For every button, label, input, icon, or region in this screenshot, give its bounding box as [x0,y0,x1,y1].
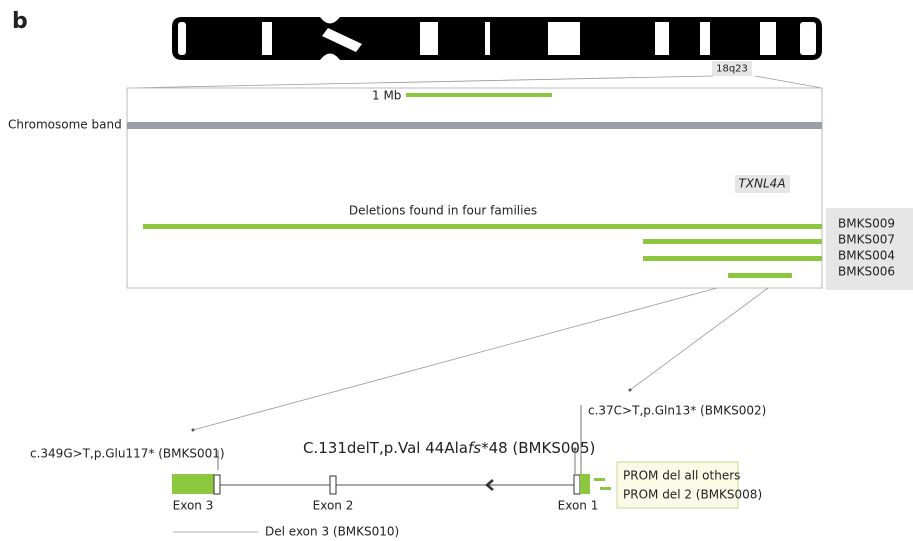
zoom-line [755,76,822,88]
deletion-bar [728,273,792,278]
panel-label: b [12,9,28,34]
promoter-label: PROM del all others [623,469,740,483]
exon-label: Exon 1 [558,499,599,513]
band [800,22,816,55]
band [655,22,669,55]
family-label: BMKS009 [838,217,895,231]
dot [192,429,195,432]
band [760,22,776,55]
promoter-deletion [594,478,605,481]
promoter-deletion [600,487,611,490]
zoom-line [127,76,713,88]
variant-label: c.37C>T,p.Gln13* (BMKS002) [588,404,766,418]
exon-label: Exon 3 [173,499,214,513]
family-label: BMKS007 [838,233,895,247]
family-label: BMKS006 [838,265,895,279]
chromosome-band-bar [127,122,822,129]
text-part: C.131delT,p.Val 44Ala [303,439,468,457]
scale-bar [406,93,552,97]
dot [629,389,632,392]
track-label: Chromosome band [8,118,122,132]
exon-1-utr [574,475,580,494]
exon-3-utr [214,475,220,494]
ideogram [172,17,822,60]
promoter-label: PROM del 2 (BMKS008) [623,488,762,502]
exon-label: Exon 2 [313,499,354,513]
deletion-bar [643,239,822,244]
deletion-bar [143,224,822,229]
band [548,22,580,55]
deletion-bar [643,256,822,261]
scale-label: 1 Mb [372,89,401,103]
exon-2 [330,476,336,494]
exon-1-coding [580,474,590,494]
band [178,22,186,55]
band [420,22,438,55]
variant-label: c.349G>T,p.Glu117* (BMKS001) [30,447,225,461]
band [700,22,710,55]
band-label: 18q23 [716,64,748,75]
family-label: BMKS004 [838,249,895,263]
dot [574,448,577,451]
zoom-line [630,288,768,390]
band [262,22,272,55]
figure: b 18q23 1 Mb Chromosome band TXNL4A Dele… [0,0,913,541]
gene-label: TXNL4A [738,177,785,191]
band [485,22,490,55]
exon-deletion-label: Del exon 3 (BMKS010) [265,525,399,539]
exon-3-coding [172,474,214,494]
text-part: *48 (BMKS005) [481,439,595,457]
text-part: fs [468,439,481,457]
main-variant-label: C.131delT,p.Val 44Alafs*48 (BMKS005) [303,439,595,457]
deletions-title: Deletions found in four families [349,204,537,218]
